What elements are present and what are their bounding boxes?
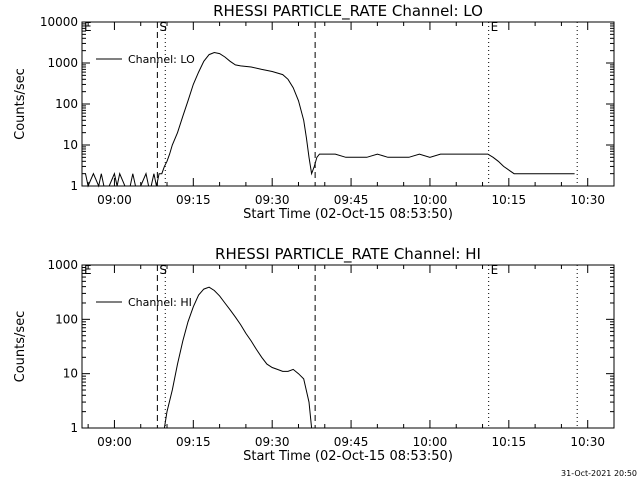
y-axis-label: Counts/sec xyxy=(13,311,28,383)
x-tick-label: 09:45 xyxy=(334,193,369,207)
x-tick-label: 09:30 xyxy=(255,435,290,449)
generated-timestamp: 31-Oct-2021 20:50 xyxy=(561,469,637,478)
marker-label-s: S xyxy=(159,20,167,34)
y-tick-label: 10 xyxy=(63,367,78,381)
series-line-channel-hi xyxy=(163,286,313,429)
y-tick-label: 100 xyxy=(55,312,78,326)
chart-title: RHESSI PARTICLE_RATE Channel: HI xyxy=(215,245,481,264)
plot-frame xyxy=(81,21,615,187)
plot-frame xyxy=(81,264,615,429)
x-tick-label: 09:00 xyxy=(97,193,132,207)
x-tick-label: 10:30 xyxy=(570,193,605,207)
y-tick-label: 100 xyxy=(55,97,78,111)
chart-panel-2: RHESSI PARTICLE_RATE Channel: HI 09:00 09:… xyxy=(13,245,615,464)
legend-entry: Channel: HI xyxy=(128,296,192,309)
marker-label-e: E xyxy=(491,20,499,34)
chart-panel-1: RHESSI PARTICLE_RATE Channel: LO 09:00 09:… xyxy=(13,2,615,222)
marker-label-e: E xyxy=(84,263,92,277)
chart-title: RHESSI PARTICLE_RATE Channel: LO xyxy=(213,2,483,21)
x-tick-label: 09:00 xyxy=(97,435,132,449)
x-tick-label: 10:00 xyxy=(413,193,448,207)
y-tick-label: 10 xyxy=(63,138,78,152)
x-axis-label: Start Time (02-Oct-15 08:53:50) xyxy=(243,449,453,464)
x-tick-label: 09:15 xyxy=(176,435,211,449)
legend-entry: Channel: LO xyxy=(128,53,195,66)
marker-label-e: E xyxy=(491,263,499,277)
y-tick-label: 1000 xyxy=(47,56,78,70)
y-axis-label: Counts/sec xyxy=(13,68,28,140)
x-tick-label: 09:15 xyxy=(176,193,211,207)
x-tick-label: 10:00 xyxy=(413,435,448,449)
x-tick-label: 09:30 xyxy=(255,193,290,207)
y-tick-label: 1 xyxy=(70,179,78,193)
y-tick-label: 1 xyxy=(70,421,78,435)
marker-label-e: E xyxy=(84,20,92,34)
x-axis-label: Start Time (02-Oct-15 08:53:50) xyxy=(243,207,453,222)
x-tick-label: 10:15 xyxy=(492,193,527,207)
chart-panels: RHESSI PARTICLE_RATE Channel: LO 09:00 09:… xyxy=(13,2,615,464)
x-tick-label: 10:30 xyxy=(570,435,605,449)
x-tick-label: 09:45 xyxy=(334,435,369,449)
series-line-channel-lo xyxy=(85,51,575,188)
marker-label-s: S xyxy=(159,263,167,277)
y-tick-label: 1000 xyxy=(47,258,78,272)
x-tick-label: 10:15 xyxy=(492,435,527,449)
y-tick-label: 10000 xyxy=(40,15,78,29)
